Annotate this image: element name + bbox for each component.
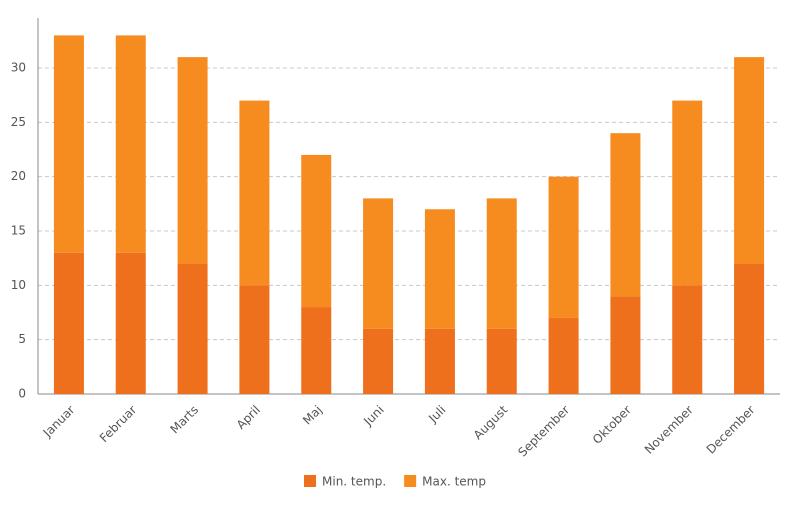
x-tick-label: November xyxy=(642,403,696,457)
bar-segment xyxy=(486,198,517,329)
bar-segment xyxy=(734,57,765,264)
y-tick-label: 10 xyxy=(11,278,26,292)
bar-segment xyxy=(239,285,270,394)
y-tick-label: 20 xyxy=(11,169,26,183)
legend-label: Max. temp xyxy=(422,475,486,489)
bar-segment xyxy=(363,198,394,329)
x-tick-label: September xyxy=(515,403,572,460)
y-tick-label: 15 xyxy=(11,223,26,237)
bar-segment xyxy=(672,285,703,394)
legend-swatch xyxy=(404,475,417,487)
x-tick-label: December xyxy=(704,403,758,457)
x-tick-label: Oktober xyxy=(590,403,634,447)
x-tick-label: Maj xyxy=(300,403,325,428)
bar-segment xyxy=(53,252,84,394)
x-tick-label: Januar xyxy=(40,403,78,441)
y-tick-label: 30 xyxy=(11,60,26,74)
bar-segment xyxy=(486,328,517,394)
x-tick-label: Marts xyxy=(168,403,202,437)
bar-segment xyxy=(115,35,146,253)
bar-segment xyxy=(115,252,146,394)
x-tick-label: Februar xyxy=(97,403,140,446)
bar-segment xyxy=(177,57,208,264)
bar-segment xyxy=(734,263,765,394)
y-tick-label: 5 xyxy=(18,332,26,346)
x-tick-label: August xyxy=(471,402,511,442)
y-tick-label: 0 xyxy=(18,387,26,401)
legend-swatch xyxy=(304,475,317,487)
x-tick-label: Juni xyxy=(360,403,386,429)
x-tick-label: Juli xyxy=(425,403,448,426)
y-tick-label: 25 xyxy=(11,115,26,129)
legend: Min. temp. Max. temp xyxy=(304,475,486,489)
bar-segment xyxy=(548,317,579,394)
x-tick-label: April xyxy=(234,403,263,432)
bar-segment xyxy=(548,176,579,318)
legend-label: Min. temp. xyxy=(322,475,386,489)
bar-segment xyxy=(301,154,332,308)
bar-segment xyxy=(177,263,208,394)
bar-segment xyxy=(610,296,641,394)
bar-segment xyxy=(53,35,84,253)
bar-segment xyxy=(424,328,455,394)
bar-segment xyxy=(363,328,394,394)
bar-segment xyxy=(424,209,455,329)
bar-segment xyxy=(301,307,332,394)
bar-segment xyxy=(672,100,703,286)
bar-segment xyxy=(239,100,270,286)
bar-segment xyxy=(610,133,641,297)
